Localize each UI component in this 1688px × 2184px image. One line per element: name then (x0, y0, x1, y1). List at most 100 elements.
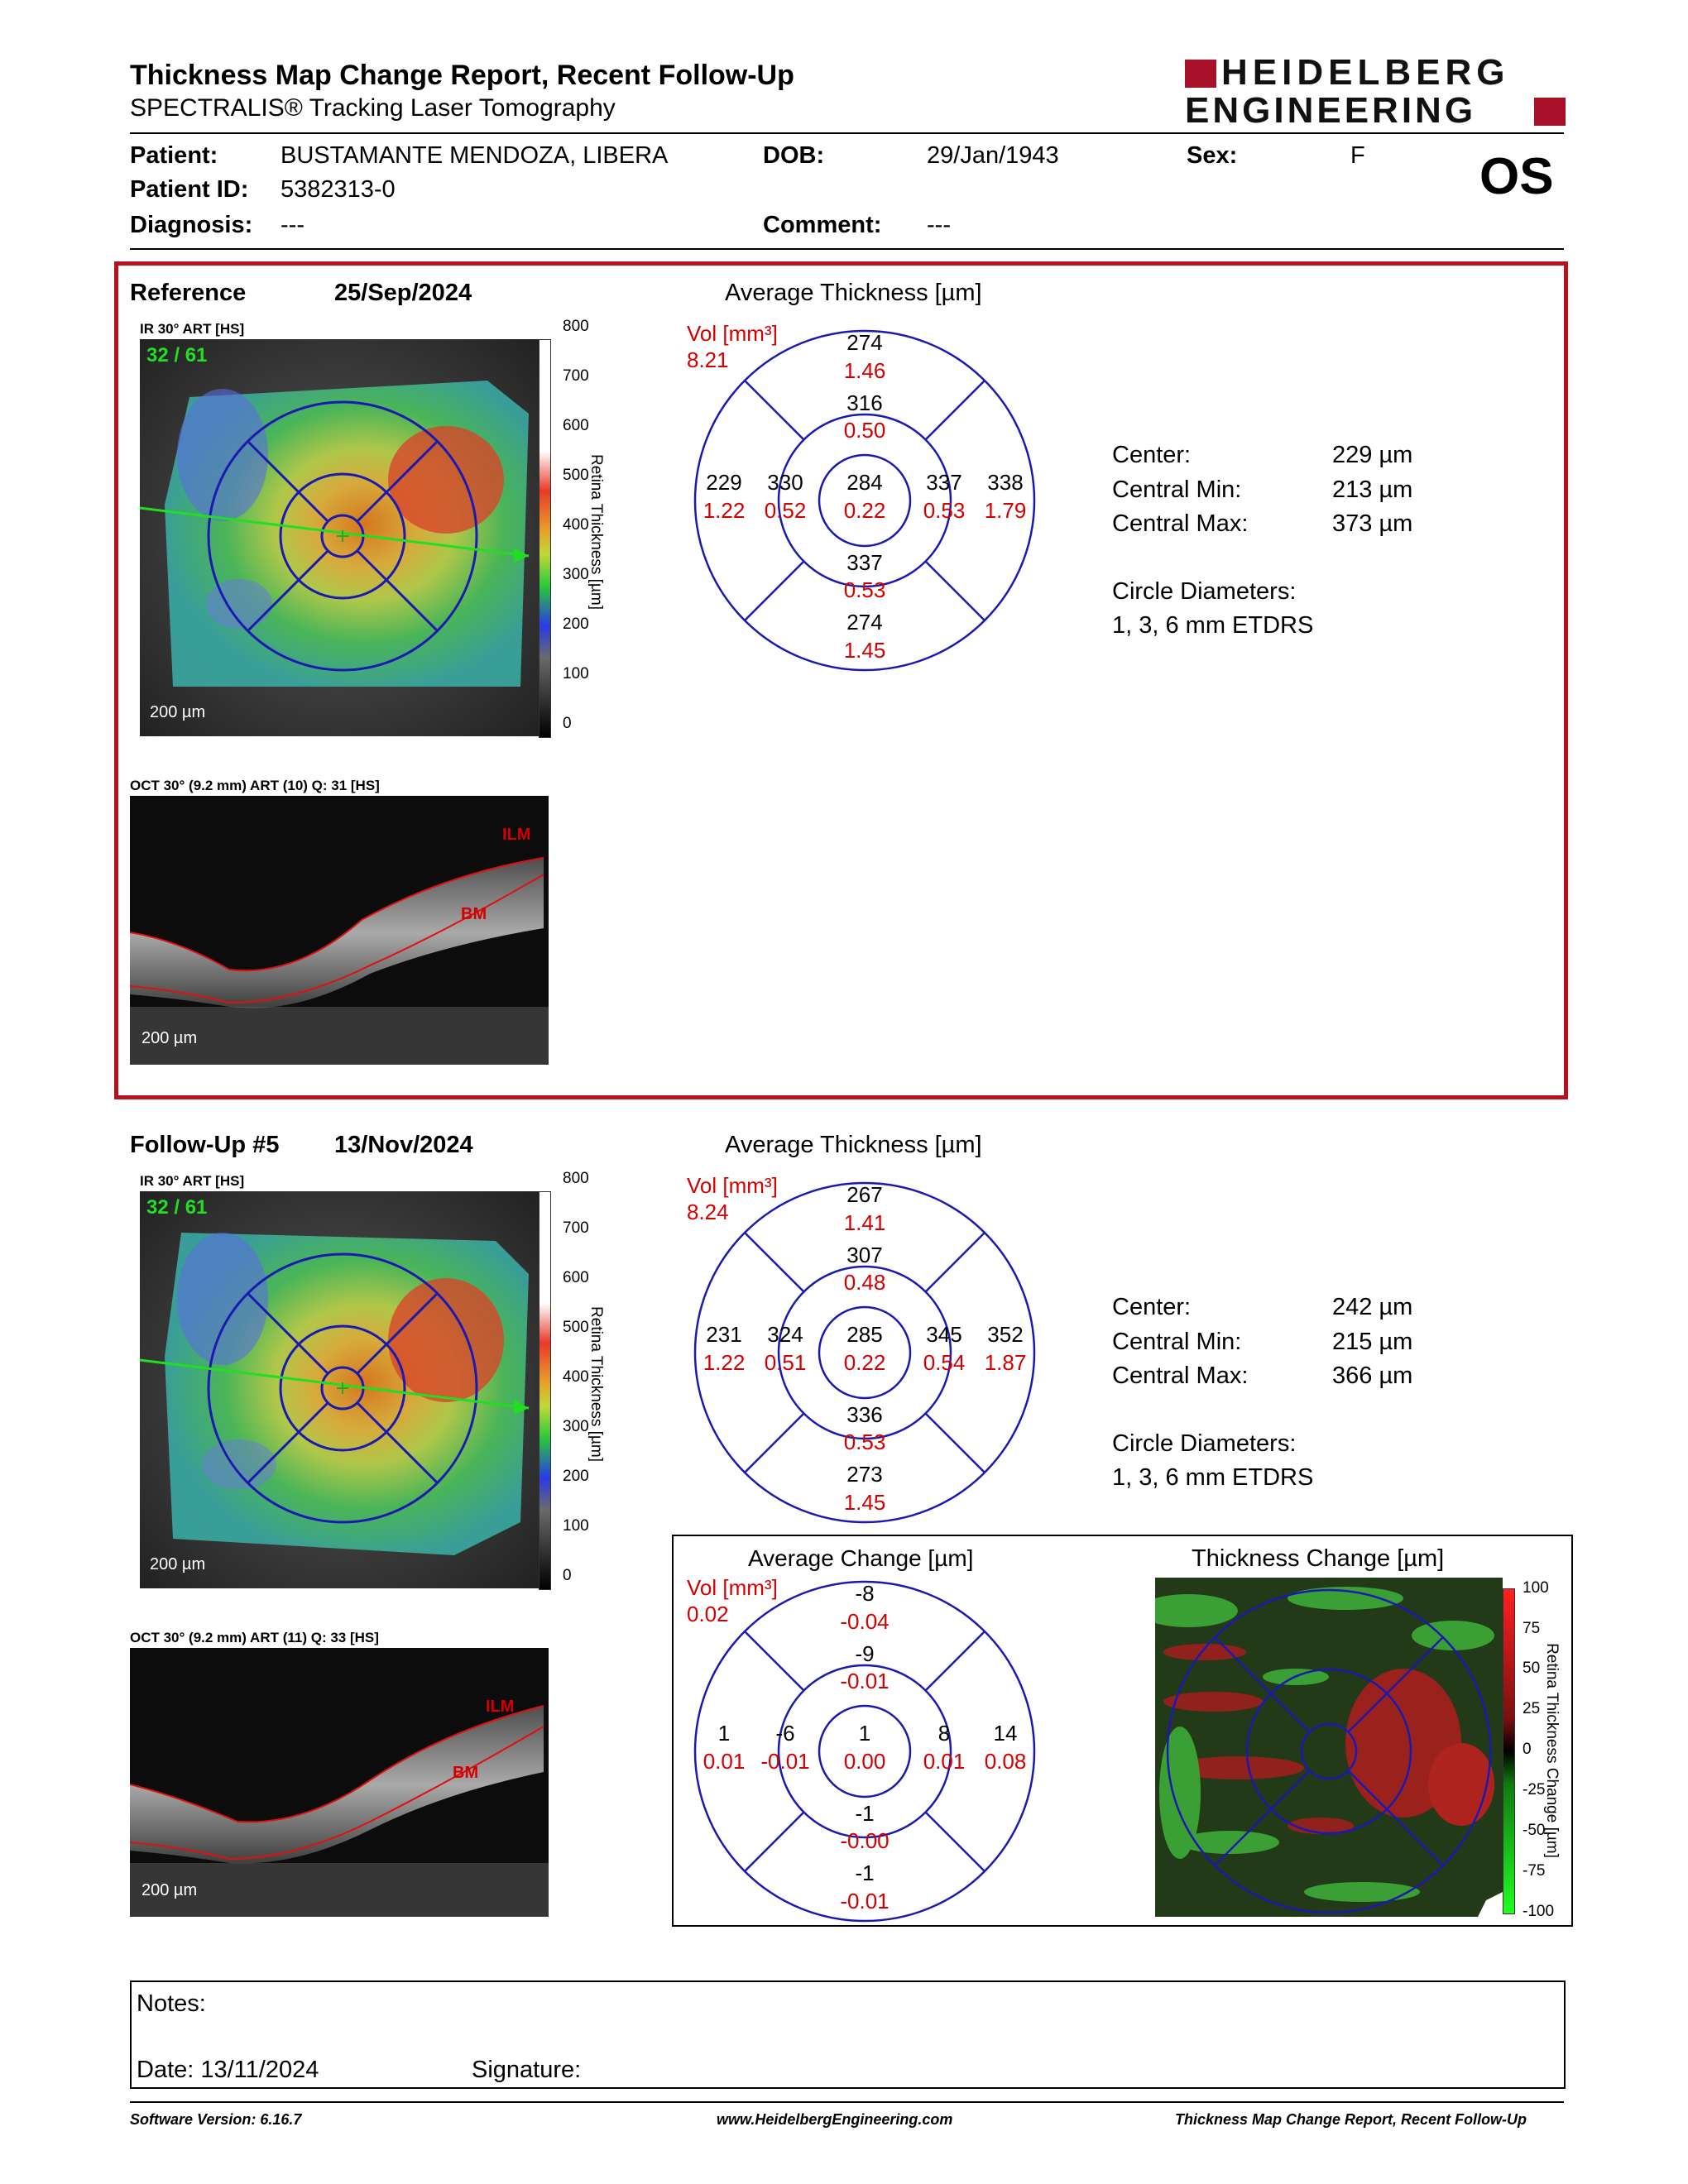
reference-etdrs-grid: 274 1.46 316 0.50 229 1.22 330 0.52 284 … (693, 329, 1036, 672)
diagnosis-value: --- (281, 212, 305, 238)
ref-min-value: 213 µm (1332, 477, 1413, 503)
fu-inner-top-vol: 0.48 (844, 1270, 886, 1295)
notes-signature: Signature: (472, 2057, 582, 2083)
chg-inner-left: -6 (775, 1721, 794, 1746)
notes-label: Notes: (137, 1990, 206, 2017)
change-map-title: Thickness Change [µm] (1192, 1545, 1445, 1572)
fu-inner-left-vol: 0.51 (765, 1350, 807, 1375)
chg-inner-bottom-vol: -0.00 (840, 1828, 889, 1853)
ref-tick-300: 300 (563, 566, 589, 583)
fu-outer-right-vol: 1.87 (985, 1350, 1027, 1375)
ref-inner-left: 330 (767, 470, 803, 495)
fu-inner-top: 307 (846, 1243, 882, 1267)
company-logo: HEIDELBERG ENGINEERING (1185, 53, 1566, 132)
fu-tick-200: 200 (563, 1468, 589, 1485)
followup-etdrs-grid: 267 1.41 307 0.48 231 1.22 324 0.51 285 … (693, 1181, 1036, 1524)
fu-diam-label: Circle Diameters: (1112, 1430, 1297, 1457)
ref-tick-600: 600 (563, 417, 589, 434)
chg-inner-bottom: -1 (855, 1801, 874, 1826)
fu-tick-100: 100 (563, 1517, 589, 1535)
chg-inner-right-vol: 0.01 (923, 1749, 966, 1774)
fu-scale-label: Retina Thickness [µm] (587, 1306, 605, 1462)
ref-min-label: Central Min: (1112, 477, 1242, 503)
comment-value: --- (927, 212, 951, 238)
chg-inner-top-vol: -0.01 (840, 1669, 889, 1693)
fu-outer-bottom: 273 (846, 1462, 882, 1487)
ref-outer-left: 229 (706, 470, 741, 495)
chg-tick-m75: -75 (1523, 1862, 1546, 1880)
ref-outer-bottom-vol: 1.45 (844, 638, 886, 663)
chg-tick-m50: -50 (1523, 1822, 1546, 1839)
fu-min-value: 215 µm (1332, 1329, 1413, 1355)
reference-bm-label: BM (461, 905, 487, 923)
fu-diam-value: 1, 3, 6 mm ETDRS (1112, 1464, 1314, 1491)
notes-box[interactable] (130, 1980, 1566, 2089)
footer-software: Software Version: 6.16.7 (130, 2111, 302, 2128)
chg-inner-top: -9 (855, 1641, 874, 1666)
ref-max-label: Central Max: (1112, 510, 1249, 537)
change-vol-label: Vol [mm³] (687, 1575, 778, 1600)
patient-id-label: Patient ID: (130, 176, 249, 203)
ref-center-vol: 0.22 (844, 498, 886, 523)
chg-outer-bottom-vol: -0.01 (840, 1889, 889, 1913)
notes-date: Date: 13/11/2024 (137, 2057, 319, 2083)
followup-oct-bscan: ILM BM 200 µm (130, 1648, 549, 1917)
dob-label: DOB: (763, 142, 825, 169)
thickness-change-map (1155, 1578, 1503, 1917)
change-scale-label: Retina Thickness Change [µm] (1543, 1643, 1561, 1858)
chg-tick-m25: -25 (1523, 1781, 1546, 1798)
ref-tick-200: 200 (563, 615, 589, 633)
chg-outer-bottom: -1 (855, 1861, 874, 1885)
chg-tick-25: 25 (1523, 1700, 1541, 1717)
ref-inner-bottom-vol: 0.53 (844, 577, 886, 602)
chg-center-vol: 0.00 (844, 1749, 886, 1774)
chg-tick-50: 50 (1523, 1660, 1541, 1677)
reference-frame-count: 32 / 61 (146, 344, 208, 366)
fu-outer-top-vol: 1.41 (844, 1210, 886, 1235)
patient-id-value: 5382313-0 (281, 176, 396, 203)
ref-tick-0: 0 (563, 715, 572, 732)
ref-center-value: 229 µm (1332, 442, 1413, 468)
fu-min-label: Central Min: (1112, 1329, 1242, 1355)
ref-tick-800: 800 (563, 318, 589, 335)
ref-inner-right: 337 (926, 470, 961, 495)
reference-panel (114, 261, 1568, 1099)
fu-tick-400: 400 (563, 1368, 589, 1386)
diagnosis-label: Diagnosis: (130, 212, 253, 238)
fu-center-label: Center: (1112, 1294, 1192, 1320)
ref-inner-top: 316 (846, 390, 882, 415)
ref-outer-right: 338 (987, 470, 1023, 495)
chg-tick-m100: -100 (1523, 1903, 1555, 1920)
ref-inner-bottom: 337 (846, 550, 882, 575)
ref-inner-top-vol: 0.50 (844, 418, 886, 443)
ref-tick-400: 400 (563, 516, 589, 534)
reference-oct-bscan: ILM BM 200 µm (130, 796, 549, 1065)
ref-outer-top-vol: 1.46 (844, 358, 886, 383)
report-title: Thickness Map Change Report, Recent Foll… (130, 60, 794, 91)
patient-label: Patient: (130, 142, 218, 169)
ref-outer-top: 274 (846, 330, 882, 355)
fu-tick-500: 500 (563, 1319, 589, 1336)
footer-website[interactable]: www.HeidelbergEngineering.com (717, 2111, 953, 2128)
followup-date: 13/Nov/2024 (334, 1132, 473, 1158)
followup-label: Follow-Up #5 (130, 1132, 280, 1158)
fu-inner-left: 324 (767, 1322, 803, 1347)
followup-ir-scale: 200 µm (150, 1555, 206, 1573)
reference-label: Reference (130, 280, 247, 306)
followup-frame-count: 32 / 61 (146, 1196, 208, 1219)
reference-oct-scale: 200 µm (141, 1029, 198, 1047)
chg-inner-left-vol: -0.01 (760, 1749, 809, 1774)
fu-center: 285 (846, 1322, 882, 1347)
reference-thickness-colorbar (539, 339, 551, 738)
fu-inner-bottom-vol: 0.53 (844, 1430, 886, 1454)
fu-outer-left: 231 (706, 1322, 741, 1347)
chg-outer-left-vol: 0.01 (703, 1749, 746, 1774)
ref-diam-value: 1, 3, 6 mm ETDRS (1112, 612, 1314, 639)
ref-center: 284 (846, 470, 882, 495)
followup-ir-caption: IR 30° ART [HS] (140, 1173, 245, 1189)
ref-outer-left-vol: 1.22 (703, 498, 746, 523)
reference-ilm-label: ILM (502, 826, 531, 844)
dob-value: 29/Jan/1943 (927, 142, 1059, 169)
chg-tick-0: 0 (1523, 1741, 1532, 1758)
reference-date: 25/Sep/2024 (334, 280, 472, 306)
